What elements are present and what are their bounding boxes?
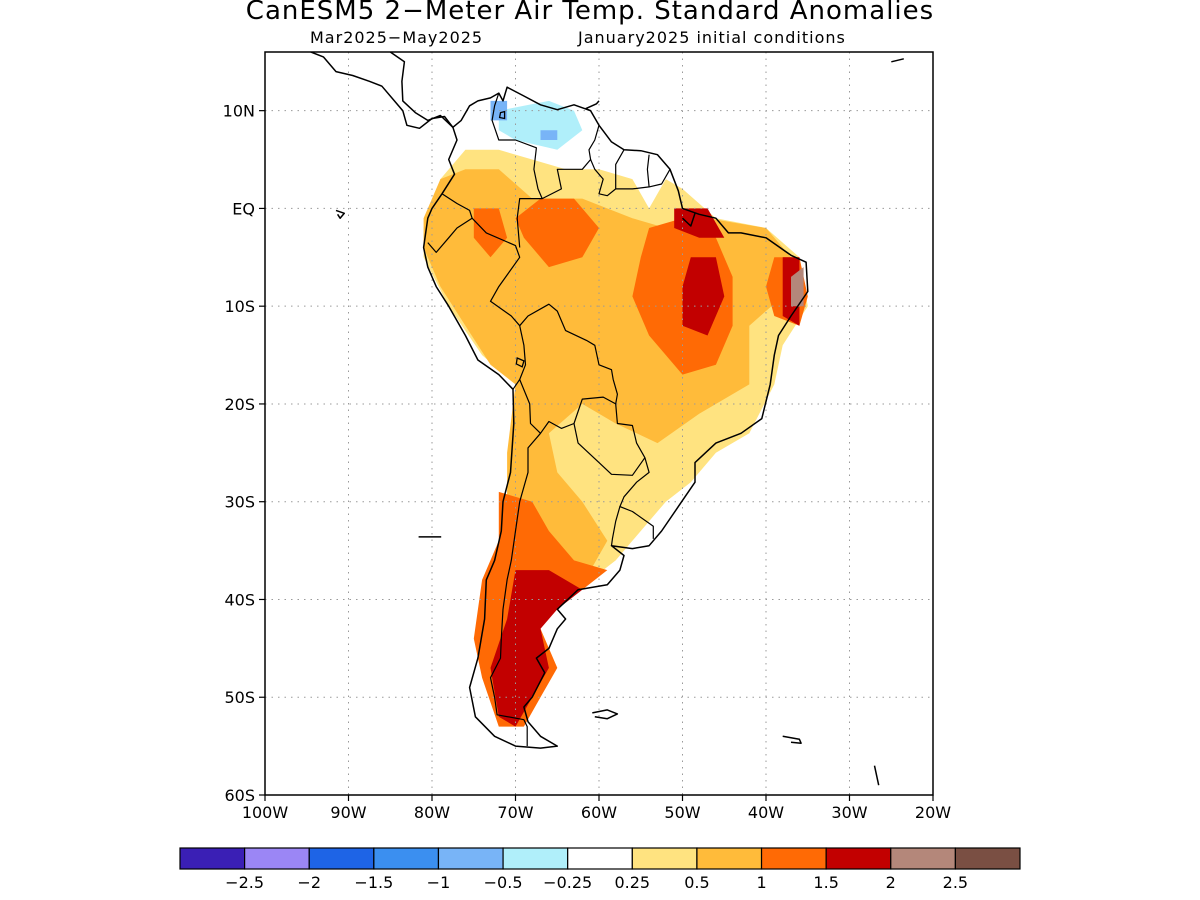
country-border [427,193,473,253]
colorbar-label: 1 [756,873,766,892]
country-border [619,457,654,539]
lake-outline [498,110,506,120]
country-border [590,149,625,197]
coastline-segment [873,765,880,786]
gridlines [265,52,933,795]
lon-tick-label: 60W [581,803,617,822]
colorbar-swatch [179,847,246,870]
lat-tick-label: 60S [224,786,255,805]
lake-outline [515,357,525,368]
colorbar-swatch [631,847,698,870]
colorbar-swatch [696,847,763,870]
colorbar-swatch [567,847,633,870]
lat-tick-label: 50S [224,688,255,707]
lon-tick-label: 90W [330,803,366,822]
lat-tick-label: 40S [224,590,255,609]
coastline-segment [389,52,454,128]
coastline-segment [584,100,600,112]
colorbar-label: 0.25 [614,873,650,892]
colorbar-label: 2.5 [943,873,968,892]
colorbar-swatch [760,847,827,870]
lat-tick-label: 10N [223,102,255,121]
colorbar-swatch [954,847,1021,870]
map-body [265,52,933,795]
colorbar-swatch [502,847,569,870]
lon-tick-label: 70W [497,803,533,822]
lon-tick-label: 80W [414,803,450,822]
anomaly-region-14 [540,130,558,140]
lon-tick-label: 100W [242,803,289,822]
anomaly-fills [423,100,808,727]
colorbar-label: 1.5 [813,873,838,892]
country-border [491,92,543,248]
lon-tick-label: 50W [664,803,700,822]
forecast-period: Mar2025−May2025 [310,28,484,47]
country-border [519,303,619,434]
colorbar-swatch [825,847,892,870]
anomaly-region-9 [674,208,725,238]
lat-tick-label: 20S [224,395,255,414]
anomaly-region-4 [473,208,508,258]
colorbar-label: −1 [427,873,451,892]
country-border [648,169,671,188]
colorbar-label: −2 [297,873,321,892]
coastline-segment [782,735,802,744]
initial-conditions: January2025 initial conditions [578,28,846,47]
anomaly-region-3 [515,198,599,268]
lon-tick-label: 20W [915,803,951,822]
colorbar-swatch [890,847,956,870]
country-border [471,217,527,390]
colorbar: −2.5 −2 −1.5 −1 −0.5 −0.25 0.25 0.5 1 1.5 2 2.5 [179,847,1021,892]
coastline-segment [891,58,904,63]
lon-tick-label: 30W [831,803,867,822]
colorbar-swatch [244,847,310,870]
lat-tick-label: EQ [232,199,255,218]
country-borders [427,92,671,747]
map-title: CanESM5 2−Meter Air Temp. Standard Anoma… [245,0,935,26]
lat-tick-label: 10S [224,297,255,316]
colorbar-swatch [308,847,375,870]
country-border [610,506,621,546]
lon-tick-label: 40W [748,803,784,822]
colorbar-label: 2 [886,873,896,892]
coastline-segment [592,709,619,720]
colorbar-label: −2.5 [225,873,264,892]
colorbar-label: 0.5 [684,873,709,892]
colorbar-swatch [373,847,440,870]
coastline-segment [335,209,346,219]
anomaly-region-12 [498,100,583,150]
country-border [541,125,600,200]
coastline-segment [681,213,696,227]
country-border [573,403,646,476]
colorbar-label: −0.5 [484,873,523,892]
coastlines [310,52,904,786]
lat-tick-label: 30S [224,493,255,512]
anomaly-region-8 [682,257,725,336]
anomaly-region-11 [791,267,804,307]
coastline-segment [422,86,809,749]
colorbar-swatch [437,847,504,870]
colorbar-label: −1.5 [354,873,393,892]
anomaly-region-7 [490,570,583,727]
colorbar-label: −0.25 [543,873,592,892]
